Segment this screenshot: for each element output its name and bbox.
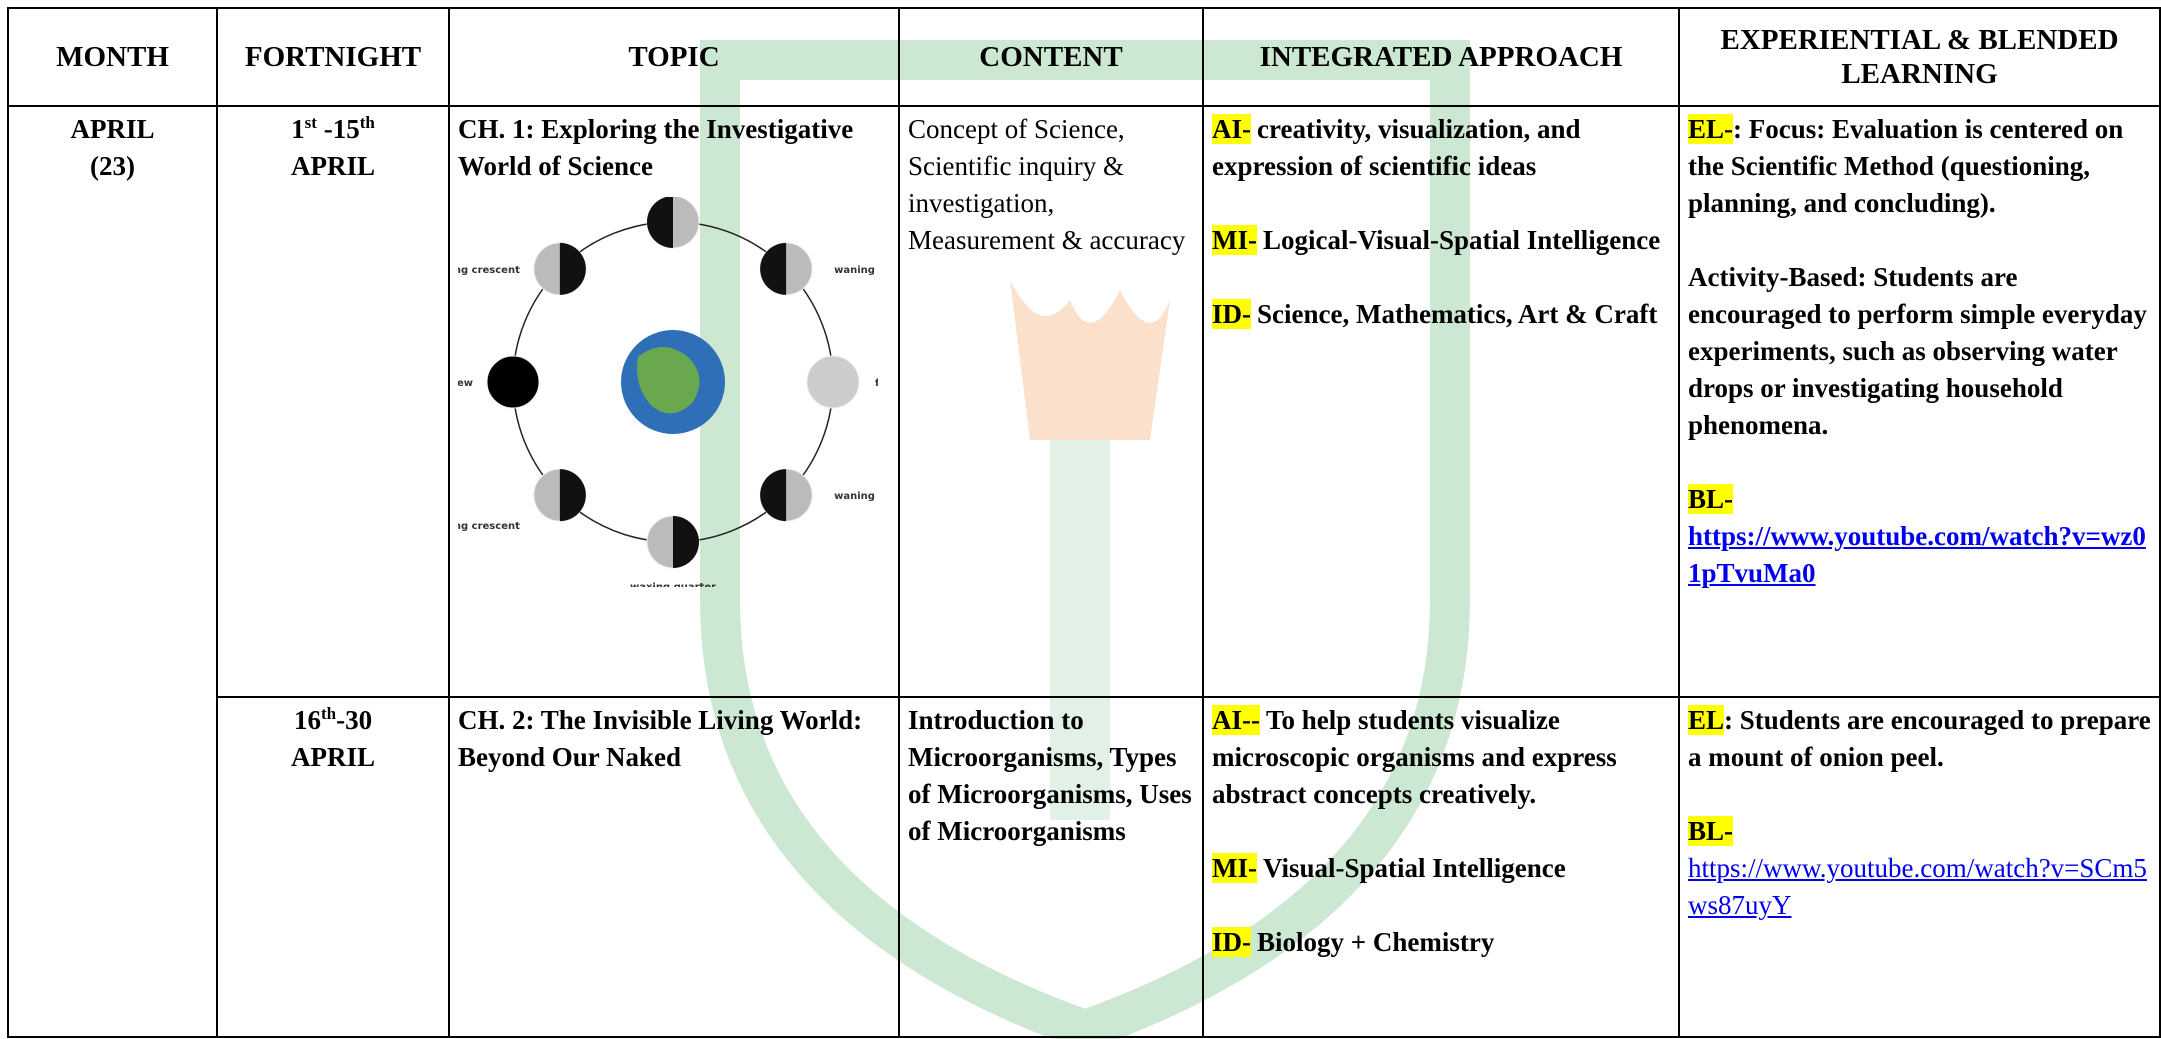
experiential-text: : Focus: Evaluation is centered on the S… — [1688, 114, 2124, 218]
fortnight-sep: - — [336, 705, 346, 735]
header-cell: MONTH — [7, 7, 218, 107]
tag: AI-- — [1212, 705, 1260, 735]
diagram-label: aning crescent — [458, 265, 520, 276]
moon-shadow — [673, 516, 699, 568]
fortnight-end-sup: th — [359, 113, 375, 132]
fortnight-cell: 16th-30 APRIL — [216, 696, 450, 1038]
link[interactable]: https://www.youtube.com/watch?v=SCm5ws87… — [1688, 853, 2147, 920]
moon — [806, 355, 860, 409]
integrated-item: MI- Logical-Visual-Spatial Intelligence — [1212, 222, 1670, 259]
fortnight-start: 1 — [291, 114, 305, 144]
content-cell: Concept of Science, Scientific inquiry &… — [898, 105, 1204, 698]
integrated-item: AI-creativity, visualization, and expres… — [1212, 111, 1670, 185]
diagram-label: waxing quarter — [630, 582, 716, 587]
link[interactable]: https://www.youtube.com/watch?v=wz01pTvu… — [1688, 521, 2146, 588]
tag: ID- — [1212, 299, 1251, 329]
diagram-label: waxing crescent — [458, 521, 520, 532]
tag: ID- — [1212, 927, 1251, 957]
syllabus-table: MONTH FORTNIGHT TOPIC CONTENT INTEGRATED APP… — [7, 7, 2161, 1038]
content-cell: Introduction to Microorganisms, Types of… — [898, 696, 1204, 1038]
month-cell: APRIL (23) — [7, 105, 218, 1038]
fortnight-sep: - — [316, 114, 333, 144]
tag: MI- — [1212, 853, 1257, 883]
fortnight-end: 15 — [332, 114, 360, 144]
fortnight-start-sup: th — [320, 704, 337, 723]
header-cell: CONTENT — [898, 7, 1204, 107]
integrated-cell: AI-- To help students visualize microscop… — [1202, 696, 1680, 1038]
experiential-text: Activity-Based: Students are encouraged … — [1688, 262, 2147, 440]
month-text: APRIL — [70, 114, 155, 144]
fortnight-range: 1st -15th — [226, 111, 440, 148]
topic-cell: CH. 1: Exploring the Investigative World… — [448, 105, 900, 698]
tag: EL — [1688, 705, 1725, 735]
table-row: APRIL (23) 1st -15th APRIL CH. 1: Exploring … — [7, 105, 2161, 1038]
header-cell: TOPIC — [448, 7, 900, 107]
moon-shadow — [559, 242, 586, 295]
tag: AI- — [1212, 114, 1251, 144]
experiential-cell: EL-: Focus: Evaluation is centered on th… — [1678, 105, 2161, 698]
moon — [486, 355, 540, 409]
tag: BL- — [1688, 484, 1734, 514]
diagram-label: waning gibbous — [834, 265, 878, 276]
integrated-text: Visual-Spatial Intelligence — [1262, 853, 1566, 883]
integrated-item: AI-- To help students visualize microscop… — [1212, 702, 1670, 813]
diagram-label: waning gibbous — [834, 491, 878, 502]
moon-shadow — [559, 469, 586, 522]
fortnight-month: APRIL — [290, 151, 375, 181]
tag: BL- — [1688, 816, 1734, 846]
experiential-cell: EL: Students are encouraged to prepare a… — [1678, 696, 2161, 1038]
month-text: (23) — [90, 151, 135, 181]
moon-phase-diagram: waning quarterwaning gibbousfullwaning g… — [458, 197, 878, 587]
integrated-text: To help students visualize microscopic o… — [1212, 705, 1617, 809]
earth-land — [637, 347, 700, 414]
integrated-item: MI- Visual-Spatial Intelligence — [1212, 850, 1670, 887]
experiential-item: EL-: Focus: Evaluation is centered on th… — [1688, 111, 2151, 222]
diagram-label: full — [875, 378, 878, 389]
fortnight-month: APRIL — [290, 742, 375, 772]
topic-text: CH. 1: Exploring the Investigative World… — [458, 114, 854, 181]
experiential-item: BL-https://www.youtube.com/watch?v=SCm5w… — [1688, 813, 2151, 924]
fortnight-cell: 1st -15th APRIL — [216, 105, 450, 698]
moon-shadow — [760, 242, 787, 295]
moon-shadow — [647, 197, 673, 248]
integrated-item: ID- Biology + Chemistry — [1212, 924, 1670, 961]
tag: MI- — [1212, 225, 1257, 255]
fortnight-range: 16th-30 — [226, 702, 440, 739]
header-cell: EXPERIENTIAL & BLENDED LEARNING — [1678, 7, 2161, 107]
integrated-text: Biology + Chemistry — [1257, 927, 1495, 957]
fortnight-end: 30 — [345, 705, 373, 735]
integrated-cell: AI-creativity, visualization, and expres… — [1202, 105, 1680, 698]
header-cell: FORTNIGHT — [216, 7, 450, 107]
experiential-item: BL-https://www.youtube.com/watch?v=wz01p… — [1688, 481, 2151, 592]
integrated-text: Logical-Visual-Spatial Intelligence — [1262, 225, 1661, 255]
header-cell: INTEGRATED APPROACH — [1202, 7, 1680, 107]
integrated-text: creativity, visualization, and expressio… — [1212, 114, 1581, 181]
experiential-item: Activity-Based: Students are encouraged … — [1688, 259, 2151, 444]
moon-shadow — [760, 469, 787, 522]
tag: EL- — [1688, 114, 1734, 144]
topic-cell: CH. 2: The Invisible Living World: Beyon… — [448, 696, 900, 1038]
table-row: 16th-30 APRIL CH. 2: The Invisible Living … — [8, 696, 2161, 1038]
fortnight-start-sup: st — [304, 113, 317, 132]
diagram-label: new — [458, 378, 473, 389]
integrated-text: Science, Mathematics, Art & Craft — [1257, 299, 1658, 329]
experiential-item: EL: Students are encouraged to prepare a… — [1688, 702, 2151, 776]
fortnight-start: 16 — [293, 705, 321, 735]
integrated-item: ID- Science, Mathematics, Art & Craft — [1212, 296, 1670, 333]
topic-text: CH. 2: The Invisible Living World: Beyon… — [458, 705, 863, 772]
experiential-text: : Students are encouraged to prepare a m… — [1688, 705, 2151, 772]
